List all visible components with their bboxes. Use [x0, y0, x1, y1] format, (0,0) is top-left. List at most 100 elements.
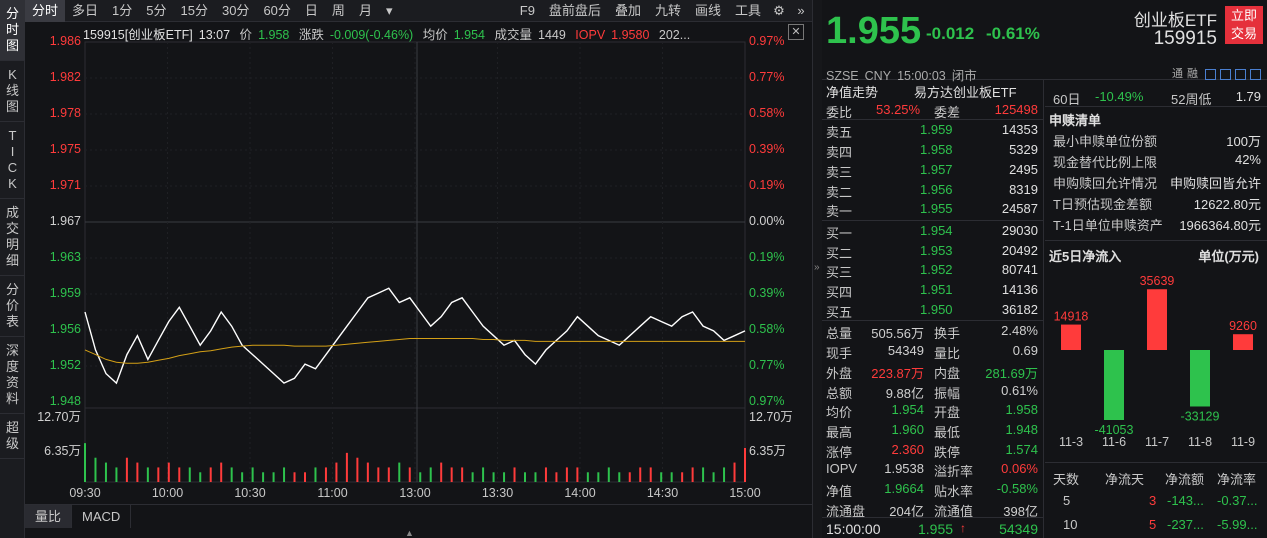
period-dropdown[interactable]: ▾: [385, 2, 393, 18]
volume-bar: [398, 462, 401, 482]
expand-arrow-icon[interactable]: ▲: [405, 528, 414, 538]
volume-bar: [115, 467, 118, 482]
rong-icon[interactable]: 融: [1186, 68, 1198, 80]
indicator-tab[interactable]: 量比: [25, 505, 73, 528]
ask-row[interactable]: 卖五 1.959 14353: [822, 120, 1044, 140]
price-tick-label: 1.956: [49, 322, 81, 336]
intraday-chart[interactable]: 159915[创业板ETF] 13:07 价 1.958 涨跌 -0.009(-0.4…: [25, 22, 812, 504]
toolbar-action[interactable]: 画线: [694, 2, 721, 18]
toolbar-action[interactable]: F9: [519, 2, 535, 18]
period-tab[interactable]: 月: [358, 2, 372, 18]
exchange-line: SZSE CNY 15:00:03 闭市: [826, 65, 983, 84]
bid-row[interactable]: 买二 1.953 20492: [822, 241, 1044, 261]
bid-price: 1.950: [920, 301, 953, 317]
period-tab[interactable]: 15分: [180, 2, 208, 18]
volume-bar: [136, 462, 139, 482]
period-tab[interactable]: 多日: [72, 2, 99, 18]
volume-bar: [377, 467, 380, 482]
divider: [1045, 462, 1267, 463]
stat-row: 现手 54349 量比 0.69: [822, 341, 1044, 361]
cursor-avg: 1.954: [453, 28, 485, 42]
toolbar-action[interactable]: 叠加: [614, 2, 641, 18]
chart-canvas[interactable]: [25, 22, 812, 504]
time-tick-label: 11:00: [317, 486, 348, 500]
stat-value: 0.61%: [1001, 382, 1038, 398]
volume-bar: [702, 467, 705, 482]
view-tab-super[interactable]: 超级: [0, 414, 25, 459]
ask-row[interactable]: 卖一 1.955 24587: [822, 199, 1044, 219]
bid-row[interactable]: 买五 1.950 36182: [822, 300, 1044, 320]
avg-line: [84, 338, 745, 364]
layout-icon[interactable]: [1250, 68, 1261, 80]
layout-icon[interactable]: [1220, 68, 1231, 80]
period-tab[interactable]: 30分: [221, 2, 250, 18]
panel-collapse-strip[interactable]: »: [812, 0, 822, 538]
stat-row: 总量 505.56万 换手 2.48%: [822, 321, 1044, 341]
trade-now-button[interactable]: 立即交易: [1225, 6, 1263, 44]
stat-value: 223.87万: [871, 365, 924, 381]
indicator-tab[interactable]: MACD: [72, 505, 132, 528]
view-tab-fenshi[interactable]: 分时图: [0, 0, 25, 61]
period-tab[interactable]: 1分: [112, 2, 133, 18]
stat-value: 1.574: [1005, 441, 1038, 457]
view-tab-depth[interactable]: 深度资料: [0, 337, 25, 414]
deal-time: 15:00:00: [826, 521, 881, 538]
bid-row[interactable]: 买三 1.952 80741: [822, 260, 1044, 280]
close-icon[interactable]: ✕: [788, 24, 804, 40]
stat-value: 1.9538: [884, 461, 924, 477]
ask-row[interactable]: 卖二 1.956 8319: [822, 180, 1044, 200]
gear-icon[interactable]: ⚙: [773, 2, 785, 18]
up-arrow-icon: ↑: [960, 521, 966, 536]
ask-row[interactable]: 卖三 1.957 2495: [822, 160, 1044, 180]
flow-table-header-cell: 净流天: [1105, 472, 1145, 487]
period-value: -10.49%: [1095, 89, 1144, 104]
pct-tick-label: 0.19%: [749, 178, 785, 192]
period-tab[interactable]: 周: [331, 2, 345, 18]
ask-label: 卖五: [826, 125, 853, 141]
volume-bar: [544, 467, 547, 482]
price-change: -0.012: [926, 24, 975, 43]
flow-days: 10: [1063, 517, 1078, 532]
bid-row[interactable]: 买一 1.954 29030: [822, 221, 1044, 241]
ask-volume: 8319: [1009, 181, 1038, 197]
period-tab[interactable]: 分时: [25, 0, 66, 22]
view-tab-char: 图: [5, 99, 19, 114]
period-tab[interactable]: 60分: [263, 2, 291, 18]
collapse-icon[interactable]: »: [797, 2, 805, 18]
view-tab-deals[interactable]: 成交明细: [0, 199, 25, 276]
nav-trend-link[interactable]: 净值走势: [826, 85, 879, 100]
ask-volume: 14353: [1001, 122, 1038, 138]
layout-icon[interactable]: [1235, 68, 1246, 80]
tong-icon[interactable]: 通: [1171, 68, 1183, 80]
ask-label: 卖四: [826, 145, 853, 161]
toolbar-action[interactable]: 盘前盘后: [548, 2, 601, 18]
view-tab-pricetable[interactable]: 分价表: [0, 276, 25, 337]
period-return-row: 60日 -10.49% 52周低 1.79: [1045, 86, 1267, 107]
volume-bar: [429, 467, 432, 482]
period-tab[interactable]: 日: [304, 2, 318, 18]
pct-tick-label: 0.39%: [749, 142, 785, 156]
stat-label: 流通值: [934, 503, 974, 519]
subscribe-label: T-1日单位申赎资产: [1053, 218, 1163, 233]
period-tab[interactable]: 5分: [146, 2, 167, 18]
bid-label: 买一: [826, 225, 853, 241]
view-tab-char: 分: [5, 282, 19, 297]
pct-tick-label: 0.19%: [749, 250, 785, 264]
volume-bar: [125, 457, 128, 482]
toolbar-action[interactable]: 工具: [734, 2, 761, 18]
ask-volume: 24587: [1001, 201, 1038, 217]
expand-icon[interactable]: »: [814, 262, 820, 273]
ask-row[interactable]: 卖四 1.958 5329: [822, 140, 1044, 160]
toolbar-action[interactable]: 九转: [654, 2, 681, 18]
layout-icon[interactable]: [1205, 68, 1216, 80]
cursor-time: 13:07: [198, 28, 231, 42]
volume-bar: [314, 467, 317, 482]
view-tab-char: 分: [5, 6, 19, 21]
view-tab-char: K: [8, 67, 17, 82]
price-tick-label: 1.986: [49, 34, 81, 48]
weicha-label: 委差: [934, 104, 961, 120]
bid-row[interactable]: 买四 1.951 14136: [822, 280, 1044, 300]
view-tab-char: 细: [5, 253, 19, 268]
